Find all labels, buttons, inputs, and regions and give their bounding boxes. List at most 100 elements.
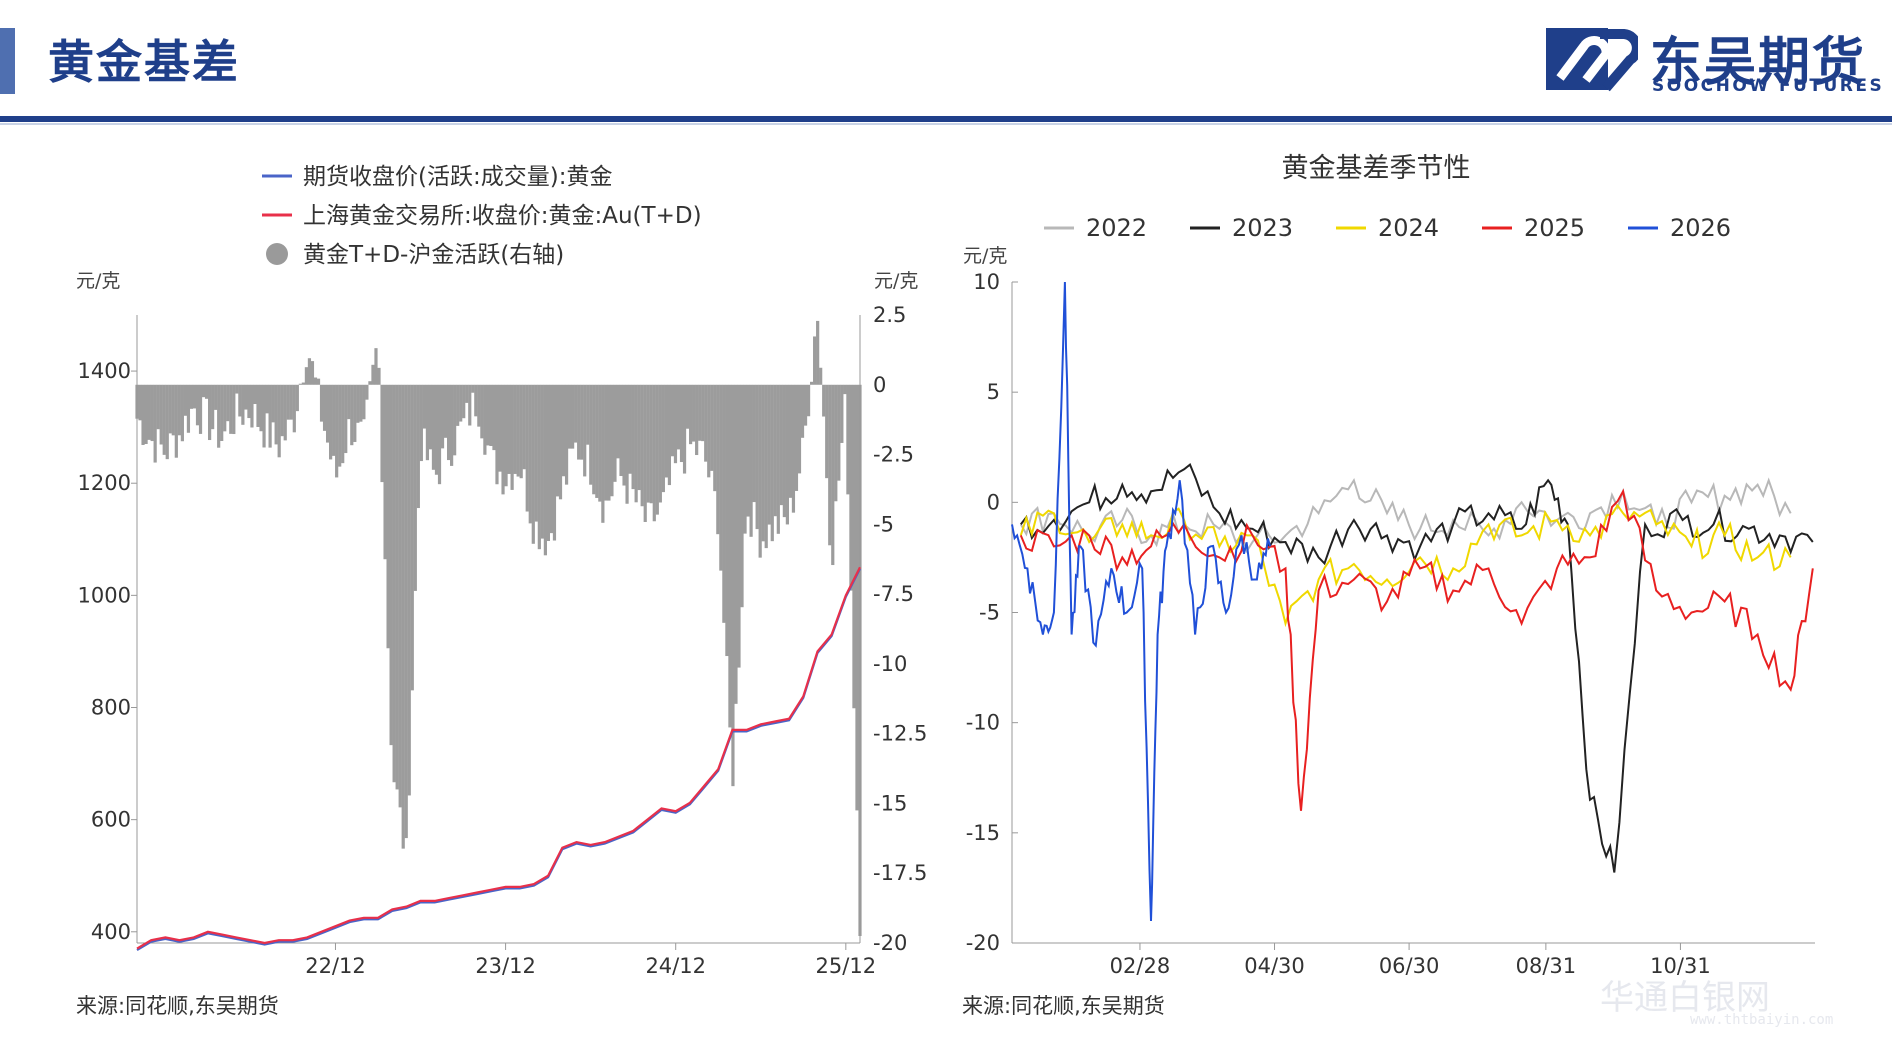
seasonal-y-tick-label: 5 (987, 380, 1000, 404)
right-y-tick-label: 2.5 (873, 303, 906, 327)
spread-bar (822, 384, 826, 417)
soochow-logo-icon (1546, 28, 1638, 92)
spread-bar (625, 384, 629, 504)
spread-bar (604, 384, 608, 501)
spread-bar (416, 384, 420, 509)
spread-bar (440, 384, 445, 449)
spread-bar (837, 384, 841, 481)
spread-bar (710, 384, 714, 471)
seasonal-line-2025 (1019, 488, 1814, 811)
spread-bar (235, 384, 239, 394)
spread-bar (356, 384, 360, 423)
spread-bar (828, 384, 832, 546)
spread-bar (480, 384, 484, 439)
spread-bar (592, 384, 596, 495)
right-source-note: 来源:同花顺,东吴期货 (962, 994, 1165, 1018)
spread-bar (292, 384, 296, 433)
spread-bar (325, 384, 330, 443)
header-divider (0, 116, 1892, 122)
header-accent-bar (0, 28, 15, 94)
left-y-axis-unit: 元/克 (76, 270, 120, 292)
spread-bar (534, 384, 538, 522)
spread-bar (658, 384, 662, 503)
spread-bar (601, 384, 605, 523)
spread-bar (501, 384, 505, 495)
spread-bar (743, 384, 747, 534)
spread-bar (797, 384, 802, 474)
spread-bar (419, 384, 423, 462)
spread-bar (329, 384, 333, 460)
seasonal-y-tick-label: 0 (987, 490, 1000, 514)
spread-bar (298, 383, 302, 385)
spread-bar (794, 384, 799, 491)
spread-bar (767, 384, 771, 525)
spread-bar (238, 384, 242, 417)
spread-bar (734, 384, 738, 704)
spread-bar (685, 384, 690, 429)
spread-bar (707, 384, 711, 478)
spread-bar (791, 384, 796, 513)
spread-bar (525, 384, 529, 512)
spread-bar (531, 384, 535, 544)
spread-bar (195, 384, 200, 426)
spread-bar (589, 384, 593, 485)
spread-bar (250, 384, 254, 428)
spread-bar (713, 384, 717, 492)
spread-bar (664, 384, 668, 478)
spread-bar (773, 384, 777, 517)
spread-bar (434, 384, 439, 475)
spread-bar (462, 384, 466, 419)
seasonal-legend-label-2023: 2023 (1232, 214, 1293, 242)
spread-bar (788, 384, 793, 498)
spread-bar (737, 384, 741, 668)
spread-bar (716, 384, 720, 535)
brand-logo: 东吴期货 SOOCHOW FUTURES (1546, 22, 1882, 98)
seasonal-line-2022 (1019, 477, 1792, 554)
spread-bar (322, 384, 327, 431)
spread-bar (162, 384, 166, 455)
spread-bar (722, 384, 726, 623)
spread-bar (168, 384, 172, 434)
x-tick-label: 22/12 (305, 954, 366, 978)
spread-bar (425, 384, 430, 461)
spread-bar (552, 384, 557, 541)
spread-bar (144, 384, 148, 444)
seasonal-y-tick-label: -10 (966, 711, 1000, 735)
spread-bar (607, 384, 611, 501)
spread-bar (262, 384, 266, 448)
spread-bar (153, 384, 157, 463)
x-tick-label: 25/12 (816, 954, 877, 978)
spread-bar (489, 384, 493, 447)
brand-name-en: SOOCHOW FUTURES (1652, 76, 1885, 96)
spread-bar (395, 384, 399, 790)
right-y-tick-label: -7.5 (873, 582, 914, 606)
spread-bar (192, 384, 197, 409)
spread-bar (549, 384, 554, 534)
spread-bar (174, 384, 178, 458)
spread-bar (555, 384, 560, 497)
seasonal-x-tick-label: 06/30 (1379, 954, 1440, 978)
spread-bar (180, 384, 184, 442)
spread-bar (368, 381, 372, 385)
spread-bar (280, 384, 284, 437)
seasonal-y-tick-label: -20 (966, 931, 1000, 955)
spread-bar (634, 384, 638, 503)
spread-bar (719, 384, 723, 571)
legend-label-0: 期货收盘价(活跃:成交量):黄金 (303, 164, 612, 190)
spread-bar (374, 348, 378, 385)
spread-bar (803, 384, 808, 426)
spread-bar (504, 384, 508, 487)
spread-bar (764, 384, 768, 549)
seasonal-x-tick-label: 04/30 (1244, 954, 1305, 978)
spread-bar (389, 384, 393, 746)
spread-bar (486, 384, 490, 446)
spread-bar (785, 384, 789, 525)
spread-bar (310, 361, 315, 385)
spread-bar (386, 384, 390, 649)
brand-name-cn: 东吴期货 (1650, 33, 1867, 93)
spread-bar (450, 384, 454, 466)
spread-bar (353, 384, 357, 442)
spread-bar (138, 384, 142, 421)
x-tick-label: 24/12 (645, 954, 706, 978)
spread-bar (377, 367, 381, 385)
